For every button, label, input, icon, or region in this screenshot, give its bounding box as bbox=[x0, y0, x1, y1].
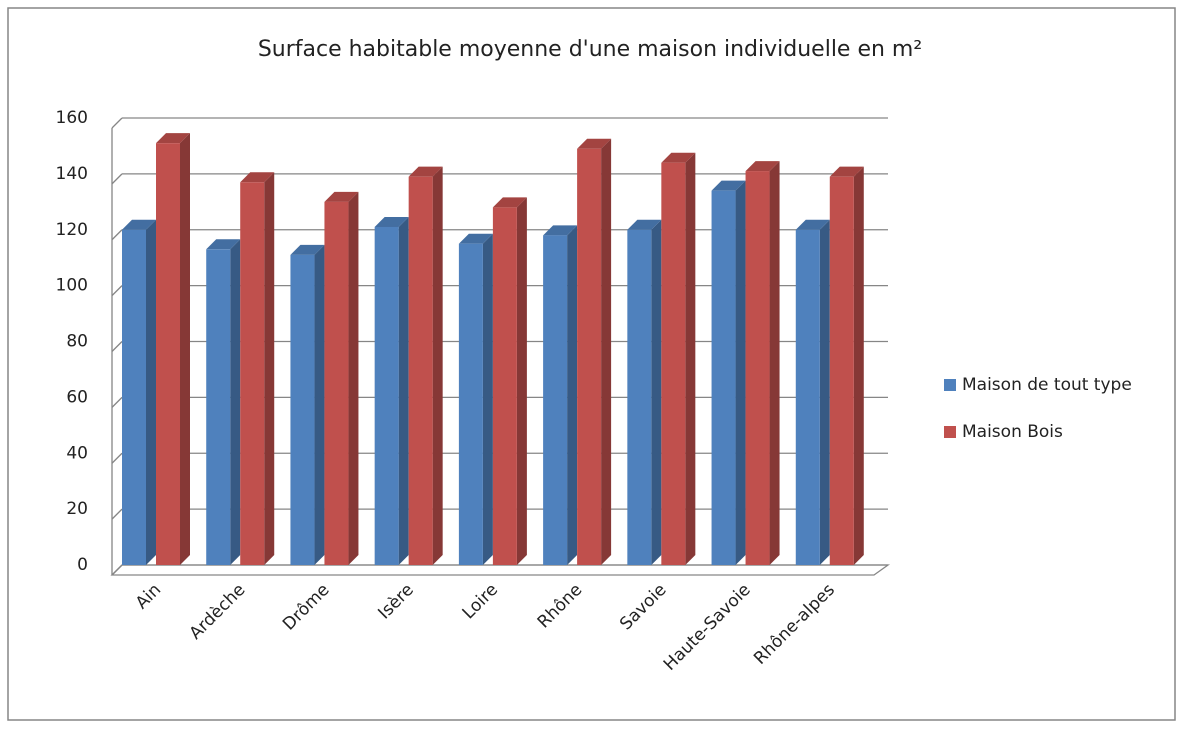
bar-side bbox=[651, 219, 662, 565]
y-tick-label: 60 bbox=[66, 387, 88, 407]
bar-side bbox=[398, 216, 409, 566]
bar-front bbox=[661, 162, 686, 565]
floor bbox=[110, 564, 891, 576]
bar-top bbox=[627, 219, 662, 230]
bar-front bbox=[543, 235, 568, 565]
bar-side bbox=[819, 219, 830, 565]
bar-top bbox=[711, 180, 746, 191]
chart-title: Surface habitable moyenne d'une maison i… bbox=[258, 37, 922, 62]
bar-top bbox=[577, 138, 612, 149]
bar-front bbox=[324, 201, 349, 565]
bar-top bbox=[829, 166, 864, 177]
bar-top bbox=[122, 219, 156, 230]
y-tick-label: 80 bbox=[66, 332, 88, 352]
bar-top bbox=[795, 219, 830, 230]
legend-label: Maison Bois bbox=[962, 422, 1063, 442]
bar-top bbox=[374, 216, 409, 227]
bar-front bbox=[829, 176, 854, 565]
bar-top bbox=[324, 191, 359, 202]
bar-front bbox=[627, 229, 652, 565]
bar bbox=[829, 166, 864, 565]
bar-top bbox=[458, 233, 493, 244]
bar-front bbox=[458, 243, 483, 565]
bar-side bbox=[735, 180, 746, 565]
bar-side bbox=[314, 244, 325, 566]
grid-line-side bbox=[111, 285, 123, 297]
bar bbox=[324, 191, 359, 565]
legend-swatch bbox=[944, 379, 956, 391]
bar-side bbox=[516, 197, 527, 565]
bar-side bbox=[146, 219, 156, 565]
bar-top bbox=[408, 166, 443, 177]
y-tick-label: 20 bbox=[66, 499, 88, 519]
bar-side bbox=[685, 152, 696, 565]
grid-line-side bbox=[111, 452, 123, 464]
legend-swatch bbox=[944, 426, 956, 438]
bar-front bbox=[711, 190, 736, 565]
bar-side bbox=[769, 161, 780, 566]
bar-side bbox=[567, 225, 578, 565]
y-tick-label: 40 bbox=[66, 443, 88, 463]
bar bbox=[661, 152, 696, 565]
bar-side bbox=[853, 166, 864, 565]
bar-front bbox=[795, 229, 820, 565]
bar bbox=[156, 133, 190, 566]
y-tick-label: 160 bbox=[56, 108, 88, 128]
bar-top bbox=[745, 161, 780, 172]
bar-front bbox=[290, 254, 315, 566]
bar bbox=[122, 219, 156, 565]
bar-front bbox=[408, 176, 433, 565]
bar bbox=[627, 219, 662, 565]
bar bbox=[745, 161, 780, 566]
bar-side bbox=[180, 133, 190, 566]
grid-line-side bbox=[111, 341, 123, 352]
bar-side bbox=[230, 239, 241, 565]
bar-front bbox=[492, 207, 517, 565]
bar-side bbox=[348, 191, 359, 565]
bar-top bbox=[661, 152, 696, 163]
bar bbox=[374, 216, 409, 566]
bar bbox=[577, 138, 612, 565]
bar-front bbox=[206, 249, 231, 565]
bar bbox=[492, 197, 527, 565]
y-tick-label: 120 bbox=[56, 220, 88, 240]
bar bbox=[543, 225, 578, 565]
bar bbox=[711, 180, 746, 565]
grid-line-side bbox=[111, 229, 123, 241]
grid-line-side bbox=[111, 117, 123, 129]
bar-front bbox=[745, 171, 770, 566]
bar bbox=[408, 166, 443, 565]
bar bbox=[795, 219, 830, 565]
bar-front bbox=[374, 226, 399, 566]
y-tick-label: 140 bbox=[56, 164, 88, 184]
bar-front bbox=[156, 143, 180, 566]
grid-line-side bbox=[111, 173, 123, 185]
bar bbox=[458, 233, 493, 565]
bar bbox=[206, 239, 241, 565]
bar-side bbox=[432, 166, 443, 565]
y-tick-label: 100 bbox=[56, 276, 88, 296]
bar-side bbox=[601, 138, 612, 565]
bar-front bbox=[577, 148, 602, 565]
y-tick-label: 0 bbox=[77, 555, 88, 575]
bar-top bbox=[492, 197, 527, 208]
bar-top bbox=[290, 244, 325, 255]
bar bbox=[290, 244, 325, 566]
grid-line-side bbox=[111, 508, 123, 520]
bar-front bbox=[240, 182, 265, 565]
legend-label: Maison de tout type bbox=[962, 375, 1132, 395]
grid-line-side bbox=[111, 396, 123, 408]
bar-top bbox=[206, 239, 241, 250]
bar bbox=[240, 172, 275, 565]
bar-top bbox=[543, 225, 578, 236]
bar-top bbox=[240, 172, 275, 183]
bar-top bbox=[156, 133, 190, 144]
bar-front bbox=[122, 229, 146, 565]
bar-side bbox=[264, 172, 275, 565]
bar-side bbox=[482, 233, 493, 565]
